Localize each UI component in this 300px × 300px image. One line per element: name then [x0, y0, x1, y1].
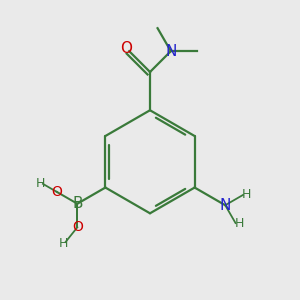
Text: H: H: [35, 177, 45, 190]
Text: O: O: [120, 41, 132, 56]
Text: O: O: [72, 220, 83, 234]
Text: H: H: [234, 217, 244, 230]
Text: O: O: [52, 185, 62, 199]
Text: H: H: [58, 237, 68, 250]
Text: N: N: [165, 44, 176, 59]
Text: N: N: [220, 198, 231, 213]
Text: B: B: [72, 196, 83, 211]
Text: H: H: [242, 188, 251, 201]
